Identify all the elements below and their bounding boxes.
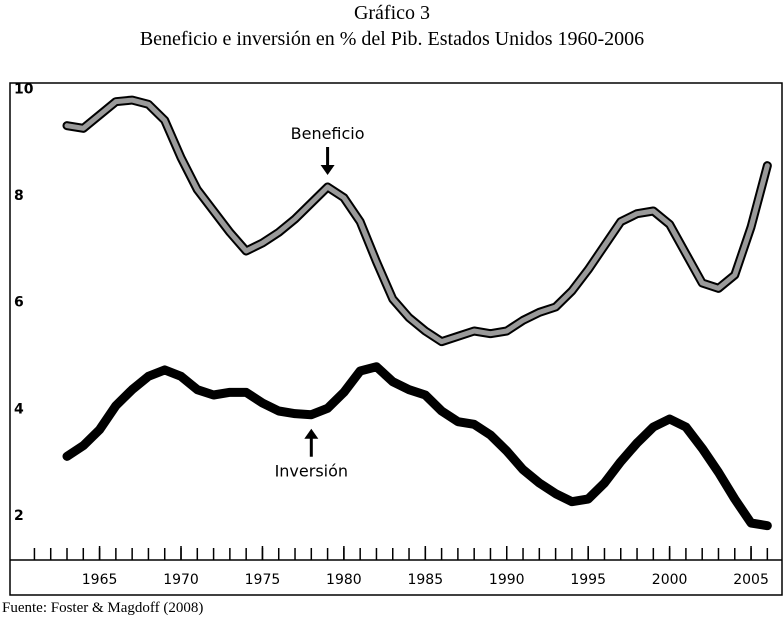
annotation: Beneficio [291, 124, 365, 143]
plot-frame [9, 82, 783, 596]
x-tick-label: 2000 [652, 572, 688, 588]
x-tick-label: 2005 [733, 572, 769, 588]
y-tick-label: 4 [14, 401, 24, 417]
x-tick-label: 1980 [326, 572, 362, 588]
y-tick-label: 6 [14, 295, 24, 311]
x-tick-label: 1995 [570, 572, 606, 588]
line [64, 97, 770, 345]
chart-title: Gráfico 3 [354, 2, 430, 24]
source: Fuente: Foster & Magdoff (2008) [2, 600, 203, 616]
annotation: Inversión [275, 462, 348, 481]
y-tick-label: 10 [14, 81, 34, 97]
annotation-arrowhead [304, 428, 319, 439]
line [62, 362, 772, 531]
y-tick-label: 2 [14, 508, 24, 524]
y-tick-label: 8 [14, 188, 24, 204]
x-tick-label: 1985 [407, 572, 443, 588]
chart-subtitle: Beneficio e inversión en % del Pib. Esta… [140, 28, 644, 50]
x-tick-label: 1975 [245, 572, 281, 588]
x-tick-label: 1965 [82, 572, 118, 588]
x-tick-label: 1970 [163, 572, 199, 588]
x-tick-label: 1990 [489, 572, 525, 588]
annotation-arrowhead [320, 165, 335, 175]
